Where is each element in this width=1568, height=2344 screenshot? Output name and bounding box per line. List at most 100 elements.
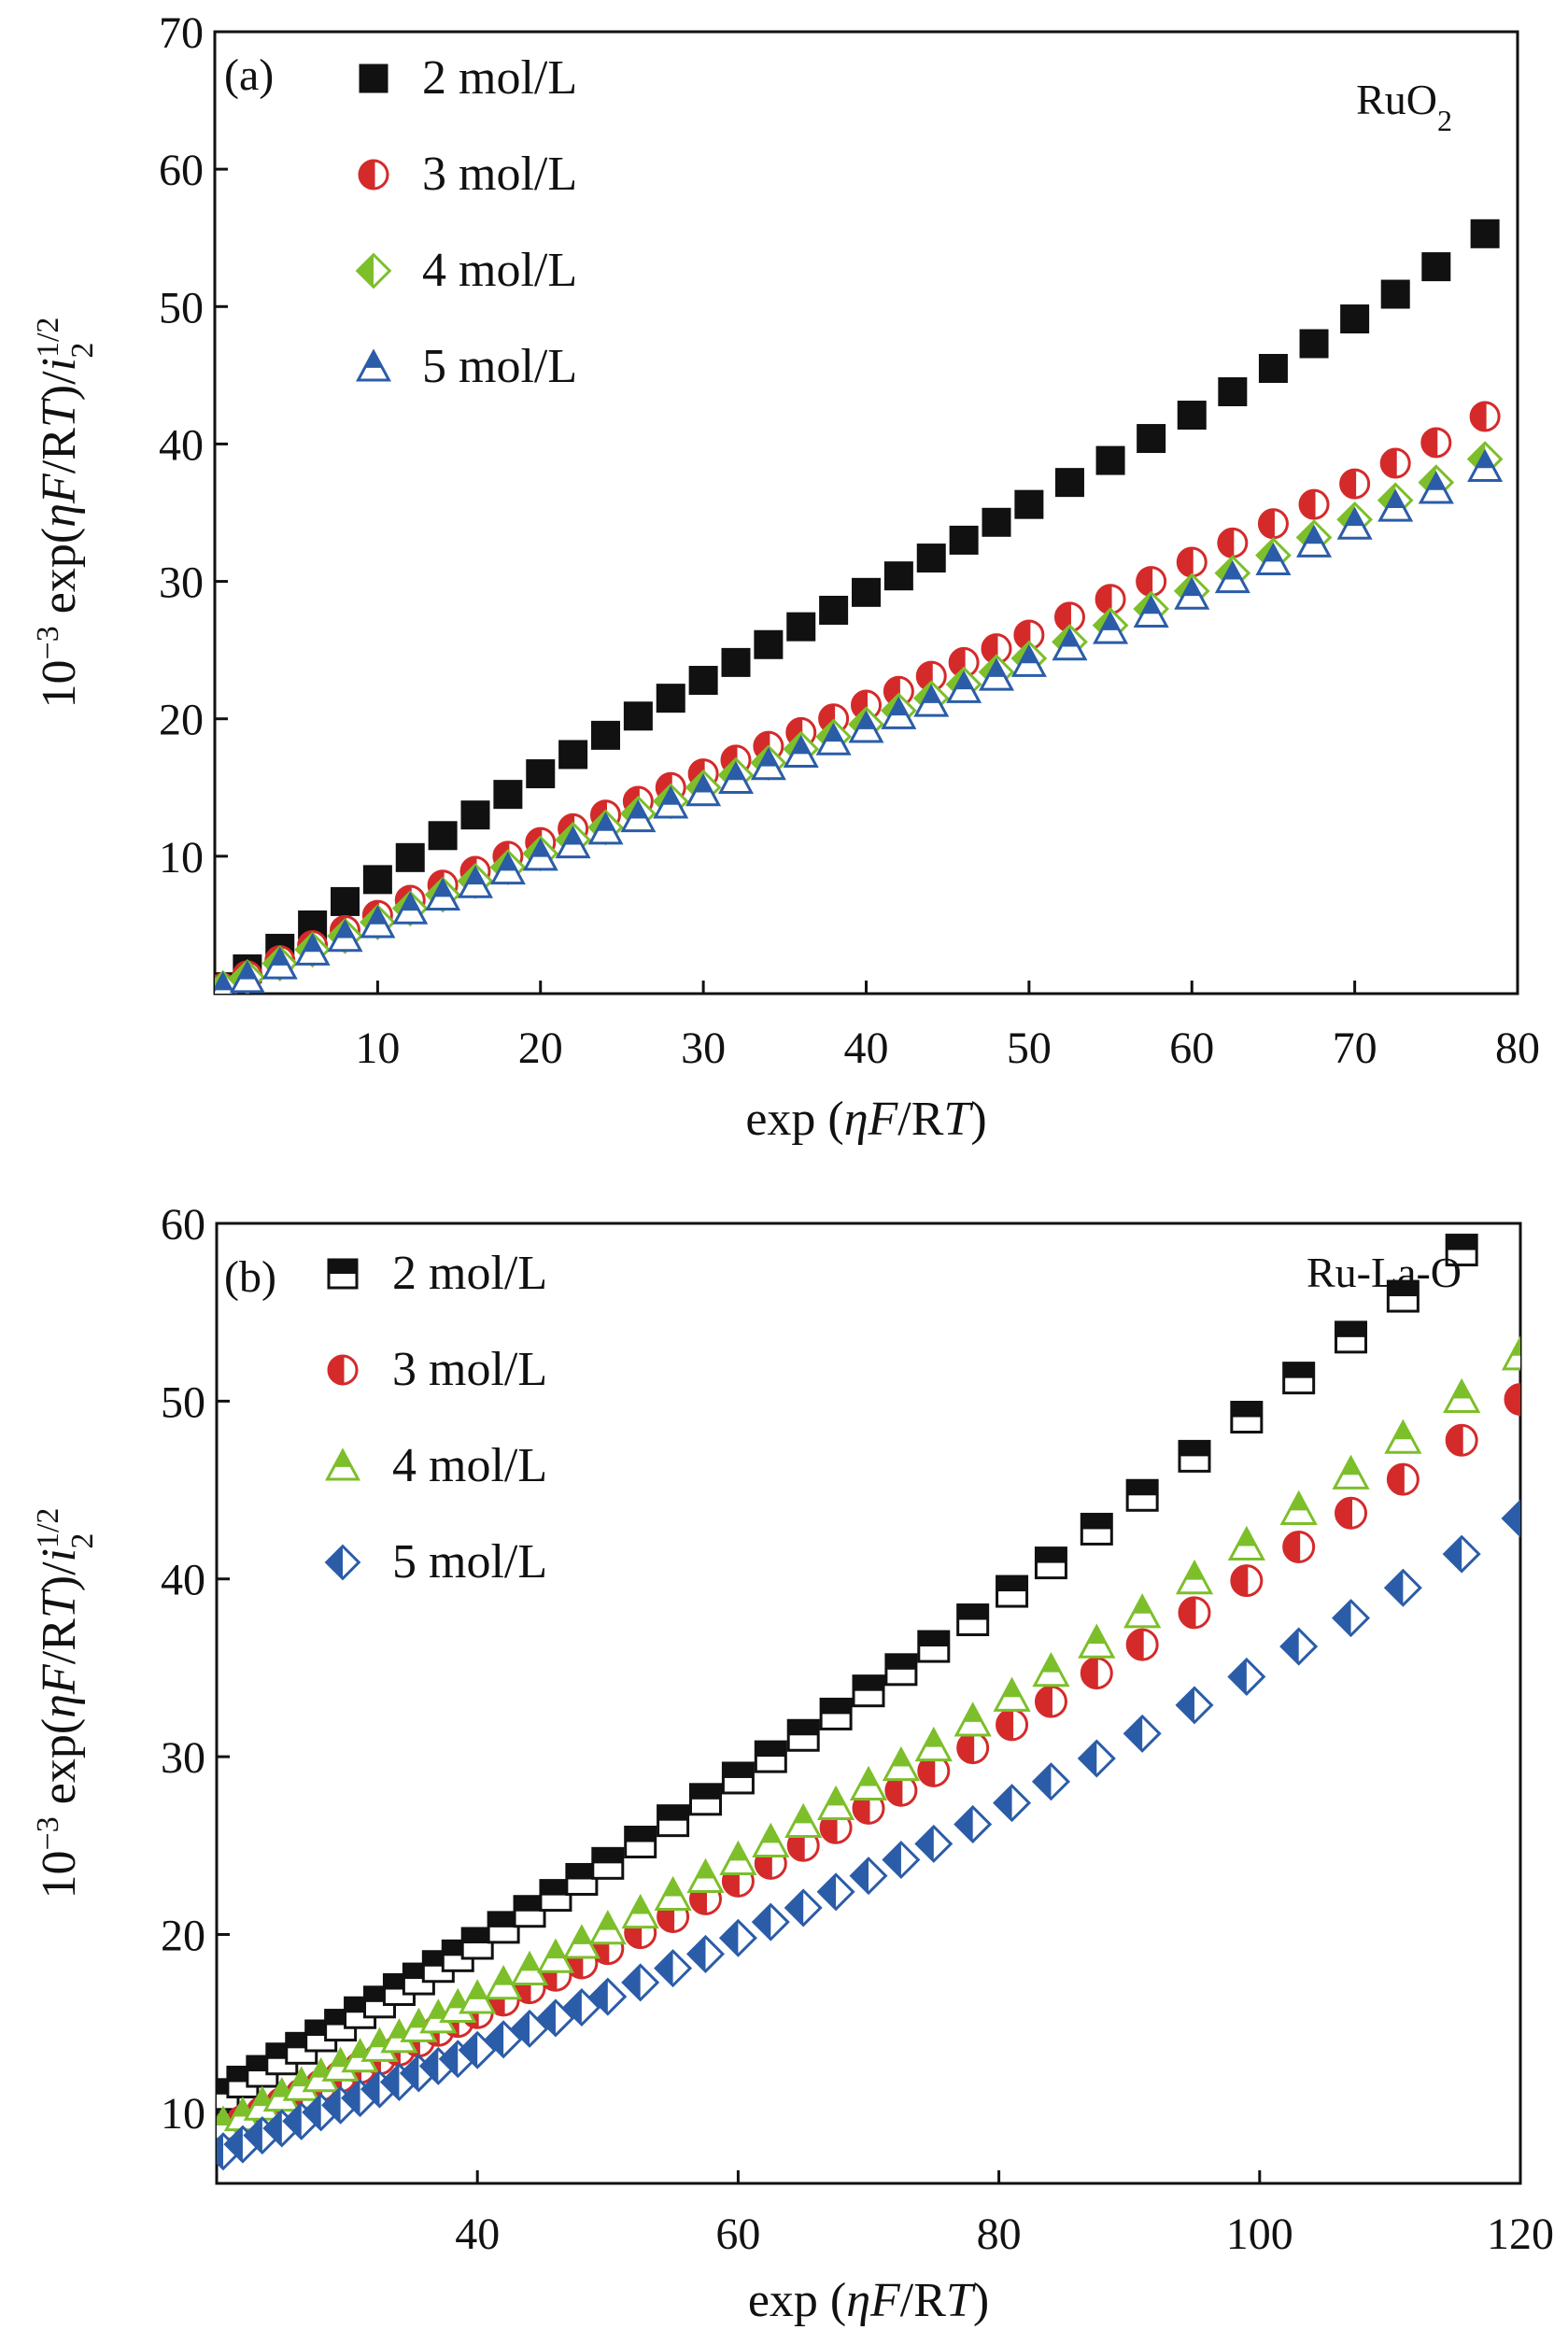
data-layer: [215, 219, 1504, 994]
data-point: [493, 780, 523, 810]
y-tick-label: 20: [159, 696, 204, 745]
data-point: [654, 1949, 693, 1988]
data-point: [884, 1653, 918, 1687]
data-point: [751, 1902, 790, 1942]
data-point: [327, 919, 363, 953]
x-tick-label: 60: [1169, 1024, 1214, 1073]
data-point: [1298, 488, 1330, 520]
data-point: [849, 1765, 888, 1801]
data-point: [591, 1846, 625, 1880]
data-point: [562, 1924, 600, 1959]
data-point: [656, 684, 685, 713]
data-point: [689, 1783, 722, 1816]
data-point: [1227, 1525, 1265, 1561]
series-2-mol: [217, 1234, 1478, 2111]
data-point: [819, 1697, 853, 1730]
data-point: [1255, 542, 1292, 576]
data-point: [510, 2009, 549, 2048]
data-point: [1230, 1401, 1264, 1434]
data-point: [510, 1950, 549, 1986]
x-tick-label: 20: [518, 1024, 563, 1073]
data-point: [1386, 1462, 1420, 1496]
data-point: [1257, 508, 1289, 540]
data-point: [1125, 1478, 1159, 1512]
panel-label: (a): [224, 50, 274, 100]
data-point: [784, 1802, 823, 1839]
x-tick-label: 80: [977, 2210, 1022, 2259]
data-point: [819, 1811, 853, 1844]
data-point: [1014, 489, 1044, 519]
data-point: [425, 877, 461, 911]
chart-panel-a: 10 20 30 40 50 60 70 80 10 20 30 40 50 60 70 exp (ηF/RT…: [31, 8, 1541, 1146]
legend-marker: [355, 348, 392, 382]
data-point: [883, 561, 913, 591]
data-point: [1469, 401, 1501, 432]
legend-marker: [327, 1354, 359, 1386]
data-point: [460, 800, 490, 830]
data-point: [954, 1702, 992, 1737]
data-point: [1501, 1499, 1520, 1538]
data-point: [1379, 447, 1411, 479]
data-point: [1442, 1534, 1481, 1574]
y-tick-label: 40: [159, 420, 204, 470]
data-point: [621, 1963, 660, 2002]
data-point: [1217, 527, 1249, 558]
legend-marker: [359, 64, 388, 93]
data-point: [685, 773, 722, 807]
data-point: [1504, 1382, 1520, 1416]
x-tick-label: 40: [455, 2210, 500, 2259]
data-point: [914, 1824, 954, 1863]
data-point: [1384, 1419, 1422, 1454]
data-point: [362, 865, 392, 895]
data-point: [620, 799, 657, 833]
data-point: [956, 1603, 990, 1637]
data-point: [1282, 1362, 1316, 1395]
data-point: [591, 720, 620, 750]
data-point: [457, 865, 494, 898]
data-point: [1095, 445, 1125, 475]
data-point: [1227, 1657, 1266, 1696]
legend-marker: [327, 1258, 359, 1290]
data-point: [982, 507, 1011, 537]
series-2-mol: [215, 219, 1500, 994]
x-tick-label: 60: [715, 2210, 760, 2259]
data-point: [786, 1718, 820, 1752]
x-tick-label: 30: [681, 1024, 726, 1073]
data-point: [1420, 427, 1452, 459]
data-point: [1299, 329, 1329, 359]
data-point: [719, 1840, 757, 1875]
sample-annotation: Ru-La-O: [1307, 1249, 1462, 1296]
legend: 2 mol/L 3 mol/L 4 mol/L 5 mol/L: [324, 1247, 547, 1589]
x-tick-label: 10: [355, 1024, 400, 1073]
data-point: [996, 1574, 1029, 1608]
data-point: [458, 2030, 497, 2069]
data-point: [1335, 1320, 1368, 1354]
data-point: [1053, 601, 1085, 633]
data-point: [978, 657, 1015, 691]
data-point: [522, 838, 558, 871]
data-layer: [217, 1234, 1520, 2171]
plot-frame: [215, 1221, 1522, 2185]
data-point: [882, 1745, 921, 1782]
data-point: [1080, 1657, 1113, 1690]
data-point: [949, 525, 979, 555]
data-point: [1080, 1512, 1113, 1546]
data-point: [513, 1895, 546, 1928]
y-tick-label: 70: [159, 8, 204, 58]
data-point: [750, 747, 786, 781]
legend-marker: [358, 159, 389, 191]
data-point: [395, 842, 425, 872]
data-point: [993, 1784, 1032, 1823]
data-point: [1214, 559, 1250, 594]
data-point: [1054, 468, 1084, 498]
data-point: [1125, 1628, 1159, 1661]
data-point: [688, 666, 718, 696]
data-point: [718, 1918, 757, 1957]
y-tick-label: 60: [161, 1200, 205, 1250]
data-point: [654, 1875, 692, 1912]
data-point: [754, 1740, 787, 1773]
x-tick-label: 80: [1495, 1024, 1540, 1073]
data-point: [1467, 448, 1504, 482]
y-tick-label: 30: [161, 1733, 205, 1783]
